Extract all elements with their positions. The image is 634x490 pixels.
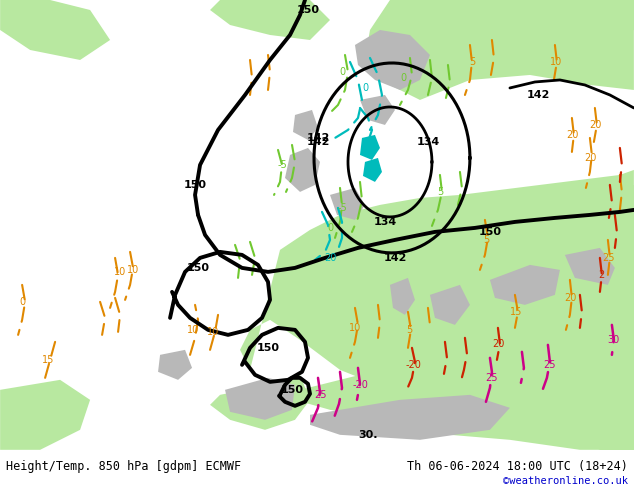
Polygon shape (363, 158, 382, 182)
Polygon shape (360, 95, 395, 125)
Text: 142: 142 (306, 137, 330, 147)
Text: 10: 10 (550, 57, 562, 67)
Text: 0: 0 (362, 83, 368, 93)
Text: 10: 10 (127, 265, 139, 275)
Polygon shape (293, 110, 318, 140)
Text: 134: 134 (417, 137, 439, 147)
Text: 2: 2 (598, 270, 604, 280)
Text: 10: 10 (207, 327, 219, 337)
Text: 0: 0 (400, 73, 406, 83)
Polygon shape (310, 395, 510, 440)
Text: -5: -5 (337, 203, 347, 213)
Text: 150: 150 (280, 385, 304, 395)
Text: 30: 30 (608, 335, 620, 345)
Text: 10: 10 (349, 323, 361, 333)
Polygon shape (565, 248, 615, 285)
Text: 5: 5 (483, 235, 489, 245)
Text: 150: 150 (479, 227, 501, 237)
Polygon shape (330, 188, 365, 220)
Text: 150: 150 (186, 263, 210, 273)
Text: 10: 10 (114, 267, 126, 277)
Text: 25: 25 (603, 253, 615, 263)
Polygon shape (360, 135, 380, 160)
Text: 10: 10 (187, 325, 199, 335)
Polygon shape (390, 278, 415, 315)
Text: 0: 0 (19, 297, 25, 307)
Text: ©weatheronline.co.uk: ©weatheronline.co.uk (503, 476, 628, 486)
Text: 25: 25 (486, 373, 498, 383)
Polygon shape (225, 378, 295, 420)
Polygon shape (560, 255, 634, 370)
Text: 20: 20 (565, 293, 577, 303)
Text: 150: 150 (297, 5, 320, 15)
Polygon shape (0, 0, 110, 60)
Polygon shape (210, 0, 330, 40)
Polygon shape (285, 148, 320, 192)
Text: 20: 20 (590, 120, 602, 130)
Text: 150: 150 (257, 343, 280, 353)
Text: 20: 20 (324, 253, 336, 263)
Polygon shape (295, 320, 634, 450)
Polygon shape (0, 380, 90, 450)
Text: 20: 20 (567, 130, 579, 140)
Polygon shape (530, 0, 634, 40)
Text: 20: 20 (493, 339, 505, 349)
Text: 15: 15 (510, 307, 522, 317)
Text: 142: 142 (384, 253, 406, 263)
Text: -20: -20 (352, 380, 368, 390)
Polygon shape (355, 30, 430, 90)
Text: 5: 5 (406, 325, 412, 335)
Text: 15: 15 (42, 355, 55, 365)
Polygon shape (580, 360, 634, 450)
Text: Th 06-06-2024 18:00 UTC (18+24): Th 06-06-2024 18:00 UTC (18+24) (407, 460, 628, 473)
Polygon shape (280, 185, 634, 350)
Text: 134: 134 (373, 217, 397, 227)
Text: 142: 142 (306, 133, 330, 143)
Text: 5: 5 (469, 57, 475, 67)
Text: 150: 150 (184, 180, 207, 190)
Text: 20: 20 (585, 153, 597, 163)
Text: 25: 25 (544, 360, 556, 370)
Polygon shape (430, 285, 470, 325)
Text: Height/Temp. 850 hPa [gdpm] ECMWF: Height/Temp. 850 hPa [gdpm] ECMWF (6, 460, 241, 473)
Text: -20: -20 (405, 360, 421, 370)
Text: 0: 0 (339, 67, 345, 77)
Text: 30.: 30. (358, 430, 378, 440)
Text: 25: 25 (314, 390, 327, 400)
Polygon shape (240, 170, 634, 450)
Text: 142: 142 (526, 90, 550, 100)
Polygon shape (210, 375, 310, 430)
Polygon shape (365, 0, 634, 100)
Text: 0: 0 (327, 223, 333, 233)
Polygon shape (158, 350, 192, 380)
Text: 5: 5 (437, 187, 443, 197)
Text: -5: -5 (277, 160, 287, 170)
Polygon shape (490, 265, 560, 305)
